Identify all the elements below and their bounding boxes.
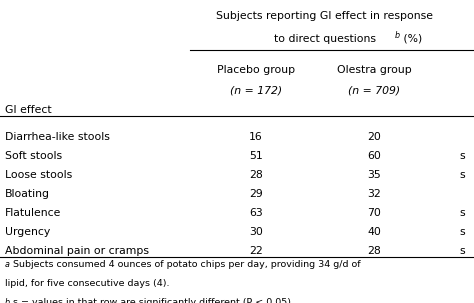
Text: Abdominal pain or cramps: Abdominal pain or cramps	[5, 246, 149, 256]
Text: 29: 29	[249, 189, 263, 199]
Text: s: s	[459, 151, 465, 161]
Text: (n = 709): (n = 709)	[348, 86, 401, 96]
Text: 70: 70	[367, 208, 382, 218]
Text: 63: 63	[249, 208, 263, 218]
Text: GI effect: GI effect	[5, 105, 51, 115]
Text: 20: 20	[367, 132, 382, 142]
Text: 51: 51	[249, 151, 263, 161]
Text: (n = 172): (n = 172)	[230, 86, 282, 96]
Text: Soft stools: Soft stools	[5, 151, 62, 161]
Text: 16: 16	[249, 132, 263, 142]
Text: s: s	[459, 170, 465, 180]
Text: 35: 35	[367, 170, 382, 180]
Text: 60: 60	[367, 151, 382, 161]
Text: 30: 30	[249, 227, 263, 237]
Text: 28: 28	[249, 170, 263, 180]
Text: Placebo group: Placebo group	[217, 65, 295, 75]
Text: Bloating: Bloating	[5, 189, 50, 199]
Text: 32: 32	[367, 189, 382, 199]
Text: 22: 22	[249, 246, 263, 256]
Text: Flatulence: Flatulence	[5, 208, 61, 218]
Text: b: b	[5, 298, 10, 303]
Text: s = values in that row are significantly different (P < 0.05).: s = values in that row are significantly…	[13, 298, 294, 303]
Text: b: b	[394, 31, 400, 40]
Text: 28: 28	[367, 246, 382, 256]
Text: Olestra group: Olestra group	[337, 65, 412, 75]
Text: Subjects reporting GI effect in response: Subjects reporting GI effect in response	[216, 11, 433, 21]
Text: s: s	[459, 227, 465, 237]
Text: Diarrhea-like stools: Diarrhea-like stools	[5, 132, 109, 142]
Text: (%): (%)	[400, 34, 422, 44]
Text: s: s	[459, 208, 465, 218]
Text: Subjects consumed 4 ounces of potato chips per day, providing 34 g/d of: Subjects consumed 4 ounces of potato chi…	[13, 260, 361, 268]
Text: 40: 40	[367, 227, 382, 237]
Text: lipid, for five consecutive days (4).: lipid, for five consecutive days (4).	[5, 279, 169, 288]
Text: a: a	[5, 260, 9, 268]
Text: Loose stools: Loose stools	[5, 170, 72, 180]
Text: Urgency: Urgency	[5, 227, 50, 237]
Text: to direct questions: to direct questions	[273, 34, 376, 44]
Text: s: s	[459, 246, 465, 256]
